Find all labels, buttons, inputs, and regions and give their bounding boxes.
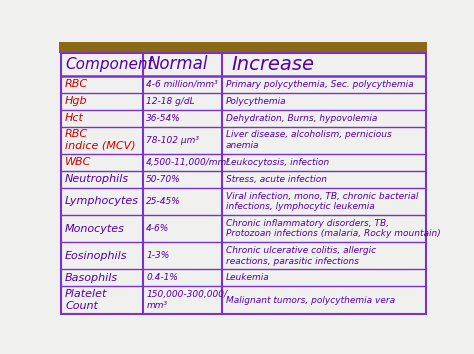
Text: Normal: Normal xyxy=(147,56,208,73)
Text: 4-6 million/mm³: 4-6 million/mm³ xyxy=(146,80,218,88)
Text: WBC: WBC xyxy=(65,157,91,167)
Text: Hgb: Hgb xyxy=(65,96,88,106)
Text: RBC: RBC xyxy=(65,79,88,89)
Text: 78-102 μm³: 78-102 μm³ xyxy=(146,136,199,145)
Text: Increase: Increase xyxy=(232,55,315,74)
Text: Chronic ulcerative colitis, allergic
reactions, parasitic infections: Chronic ulcerative colitis, allergic rea… xyxy=(226,246,376,266)
Bar xyxy=(59,42,427,53)
Text: Eosinophils: Eosinophils xyxy=(65,251,128,261)
Text: Malignant tumors, polycythemia vera: Malignant tumors, polycythemia vera xyxy=(226,296,395,304)
Text: Basophils: Basophils xyxy=(65,273,118,283)
Text: Viral infection, mono, TB, chronic bacterial
infections, lymphocytic leukemia: Viral infection, mono, TB, chronic bacte… xyxy=(226,192,418,211)
Text: Primary polycythemia, Sec. polycythemia: Primary polycythemia, Sec. polycythemia xyxy=(226,80,413,88)
Text: 50-70%: 50-70% xyxy=(146,175,181,184)
Text: 25-45%: 25-45% xyxy=(146,197,181,206)
Text: 150,000-300,000/
mm³: 150,000-300,000/ mm³ xyxy=(146,290,228,310)
Text: Chronic inflammatory disorders, TB,
Protozoan infections (malaria, Rocky mountai: Chronic inflammatory disorders, TB, Prot… xyxy=(226,219,440,238)
Text: 0.4-1%: 0.4-1% xyxy=(146,274,178,282)
Text: Platelet
Count: Platelet Count xyxy=(65,289,108,311)
Text: 4-6%: 4-6% xyxy=(146,224,170,233)
Text: RBC
indice (MCV): RBC indice (MCV) xyxy=(65,129,136,151)
Text: Leukocytosis, infection: Leukocytosis, infection xyxy=(226,158,329,167)
Text: Component: Component xyxy=(65,57,154,72)
Text: 4,500-11,000/mm³: 4,500-11,000/mm³ xyxy=(146,158,231,167)
Text: 36-54%: 36-54% xyxy=(146,114,181,122)
Text: Dehydration, Burns, hypovolemia: Dehydration, Burns, hypovolemia xyxy=(226,114,377,122)
Text: Stress, acute infection: Stress, acute infection xyxy=(226,175,327,184)
Text: Leukemia: Leukemia xyxy=(226,274,269,282)
Text: Neutrophils: Neutrophils xyxy=(65,174,129,184)
Text: Polycythemia: Polycythemia xyxy=(226,97,286,105)
Text: Hct: Hct xyxy=(65,113,84,123)
Text: Liver disease, alcoholism, pernicious
anemia: Liver disease, alcoholism, pernicious an… xyxy=(226,131,392,150)
Text: 12-18 g/dL: 12-18 g/dL xyxy=(146,97,195,105)
Text: Lymphocytes: Lymphocytes xyxy=(65,196,139,206)
Text: Monocytes: Monocytes xyxy=(65,224,125,234)
Text: 1-3%: 1-3% xyxy=(146,251,170,260)
